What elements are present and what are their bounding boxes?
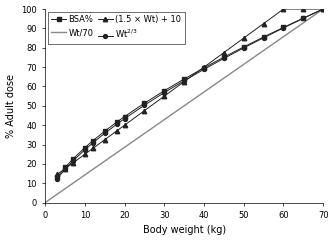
X-axis label: Body weight (kg): Body weight (kg) [143,225,226,235]
Legend: BSA%, Wt/70, (1.5 × Wt) + 10, Wt$^{2/3}$: BSA%, Wt/70, (1.5 × Wt) + 10, Wt$^{2/3}$ [48,12,184,44]
Y-axis label: % Adult dose: % Adult dose [6,74,16,138]
